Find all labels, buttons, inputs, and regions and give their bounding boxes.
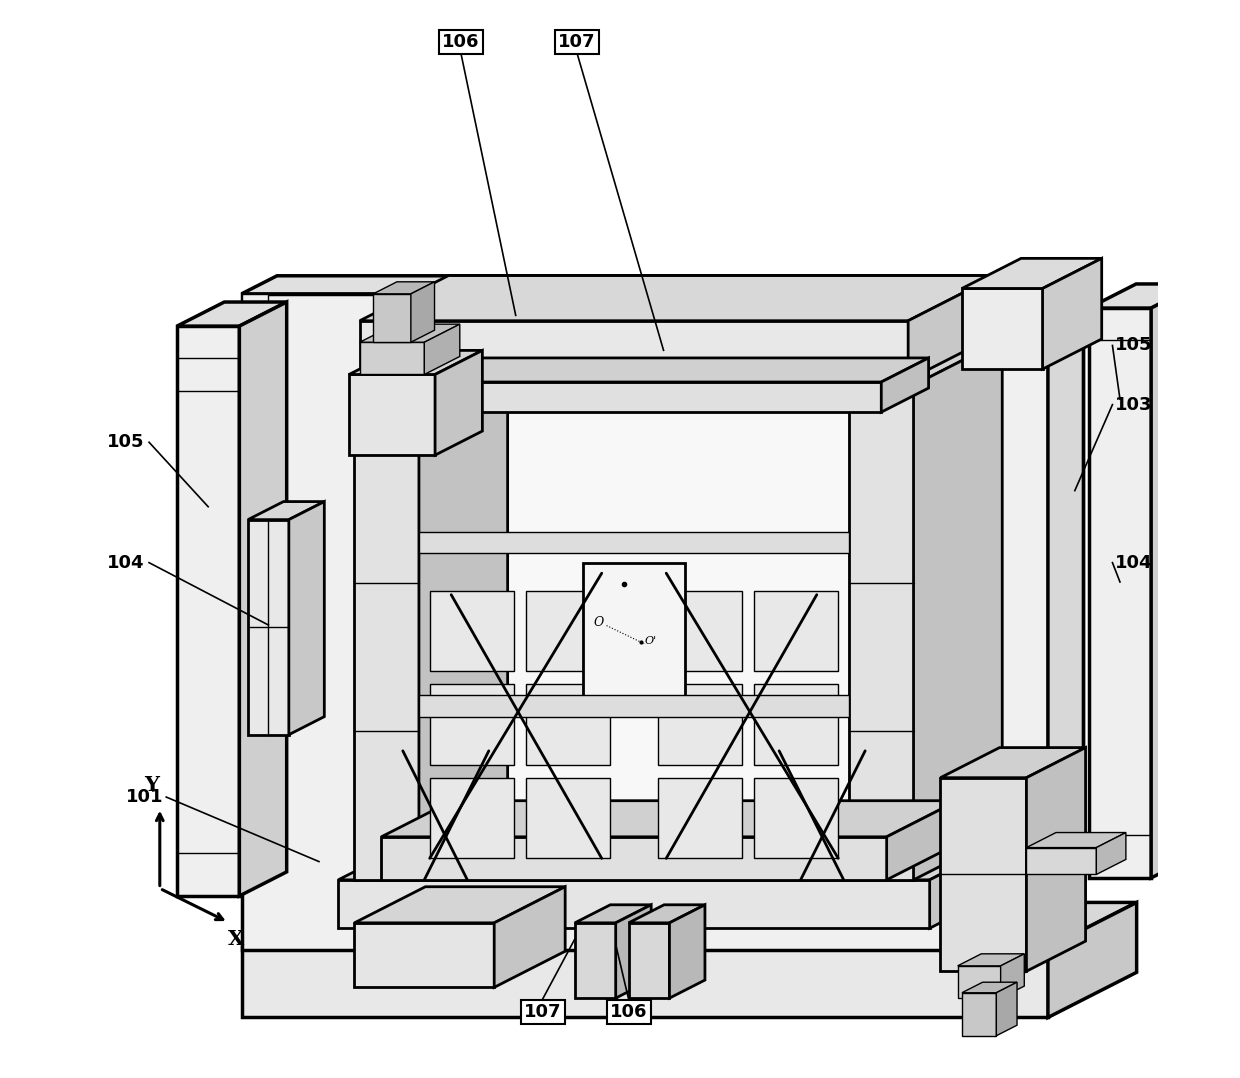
- Polygon shape: [430, 777, 513, 858]
- Polygon shape: [339, 834, 1018, 880]
- Polygon shape: [1096, 832, 1126, 874]
- Polygon shape: [242, 606, 263, 625]
- Polygon shape: [410, 281, 434, 342]
- Polygon shape: [348, 350, 482, 374]
- Polygon shape: [962, 993, 996, 1036]
- Polygon shape: [670, 904, 706, 998]
- Polygon shape: [527, 777, 610, 858]
- Polygon shape: [1151, 284, 1199, 877]
- Polygon shape: [242, 294, 268, 336]
- Polygon shape: [1027, 847, 1096, 874]
- Polygon shape: [177, 327, 239, 896]
- Polygon shape: [887, 801, 957, 880]
- Polygon shape: [657, 777, 742, 858]
- Polygon shape: [754, 777, 838, 858]
- Polygon shape: [940, 777, 1027, 971]
- Polygon shape: [908, 276, 997, 379]
- Polygon shape: [348, 374, 435, 455]
- Text: 107: 107: [558, 33, 595, 52]
- Polygon shape: [242, 948, 1048, 1018]
- Polygon shape: [424, 324, 460, 374]
- Polygon shape: [495, 887, 565, 987]
- Polygon shape: [1048, 902, 1137, 1018]
- Polygon shape: [373, 281, 434, 294]
- Polygon shape: [435, 350, 482, 455]
- Text: 106: 106: [610, 1004, 647, 1021]
- Polygon shape: [527, 685, 610, 764]
- Text: 103: 103: [1115, 396, 1152, 414]
- Text: Y: Y: [144, 775, 159, 794]
- Polygon shape: [360, 342, 424, 374]
- Polygon shape: [1027, 748, 1085, 971]
- Polygon shape: [373, 294, 410, 342]
- Polygon shape: [575, 923, 616, 998]
- Polygon shape: [930, 834, 1018, 928]
- Text: 107: 107: [523, 1004, 562, 1021]
- Text: 105: 105: [1115, 336, 1152, 355]
- Polygon shape: [962, 289, 1043, 369]
- Polygon shape: [940, 748, 1085, 777]
- Polygon shape: [382, 801, 957, 837]
- Polygon shape: [382, 837, 887, 880]
- Polygon shape: [957, 954, 1024, 966]
- Polygon shape: [962, 259, 1101, 289]
- Polygon shape: [419, 531, 849, 553]
- Polygon shape: [360, 276, 997, 321]
- Polygon shape: [355, 340, 507, 385]
- Polygon shape: [419, 340, 507, 880]
- Polygon shape: [242, 902, 1137, 948]
- Polygon shape: [430, 591, 513, 672]
- Polygon shape: [962, 982, 1017, 993]
- Text: 101: 101: [125, 788, 162, 806]
- Polygon shape: [248, 520, 289, 735]
- Polygon shape: [414, 358, 929, 382]
- Polygon shape: [239, 302, 286, 896]
- Polygon shape: [242, 294, 1048, 950]
- Text: 104: 104: [107, 554, 145, 571]
- Polygon shape: [360, 324, 460, 342]
- Polygon shape: [527, 591, 610, 672]
- Polygon shape: [1089, 308, 1151, 877]
- Polygon shape: [177, 302, 286, 327]
- Polygon shape: [957, 966, 1001, 998]
- Text: O': O': [645, 636, 656, 646]
- Polygon shape: [1043, 259, 1101, 369]
- Polygon shape: [849, 340, 1002, 385]
- Polygon shape: [629, 904, 706, 923]
- Polygon shape: [754, 685, 838, 764]
- Text: 106: 106: [443, 33, 480, 52]
- Text: 104: 104: [1115, 554, 1152, 571]
- Polygon shape: [1089, 284, 1199, 308]
- Polygon shape: [414, 382, 882, 412]
- Polygon shape: [355, 385, 419, 880]
- Polygon shape: [849, 385, 914, 880]
- Polygon shape: [996, 982, 1017, 1036]
- Polygon shape: [242, 276, 1084, 294]
- Polygon shape: [339, 880, 930, 928]
- Polygon shape: [583, 563, 684, 703]
- Polygon shape: [882, 358, 929, 412]
- Polygon shape: [1048, 276, 1084, 950]
- Polygon shape: [289, 501, 325, 735]
- Polygon shape: [657, 685, 742, 764]
- Polygon shape: [1027, 832, 1126, 847]
- Polygon shape: [754, 591, 838, 672]
- Polygon shape: [277, 276, 1084, 931]
- Polygon shape: [248, 501, 325, 520]
- Polygon shape: [914, 340, 1002, 880]
- Polygon shape: [657, 591, 742, 672]
- Polygon shape: [355, 923, 495, 987]
- Polygon shape: [1001, 954, 1024, 998]
- Polygon shape: [419, 385, 849, 880]
- Text: O: O: [594, 616, 604, 628]
- Polygon shape: [629, 923, 670, 998]
- Text: 105: 105: [107, 433, 145, 452]
- Polygon shape: [355, 887, 565, 923]
- Text: X: X: [228, 929, 244, 949]
- Polygon shape: [419, 695, 849, 717]
- Polygon shape: [575, 904, 651, 923]
- Polygon shape: [430, 685, 513, 764]
- Polygon shape: [616, 904, 651, 998]
- Polygon shape: [360, 321, 908, 379]
